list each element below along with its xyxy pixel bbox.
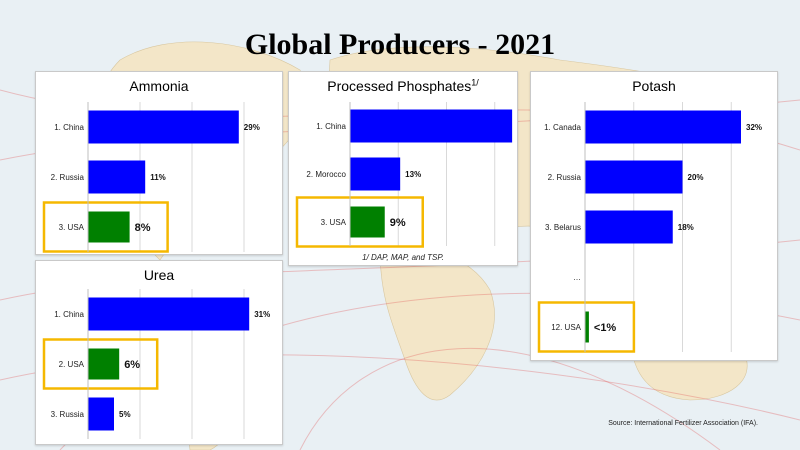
ammonia-bar-chart: 1. China 29% 2. Russia 11% 3. USA 8%	[42, 102, 260, 253]
category-label: 2. Russia	[51, 173, 85, 182]
processed-phosphates-panel: Processed Phosphates1/ 1. China42%2. Mor…	[288, 71, 518, 266]
category-label: 1. China	[54, 123, 84, 132]
bar	[350, 109, 513, 143]
bar	[88, 211, 130, 243]
category-label: 2. USA	[59, 360, 85, 369]
category-label: 3. USA	[321, 218, 347, 227]
category-label: 3. Belarus	[545, 223, 581, 232]
data-label: 32%	[746, 123, 762, 132]
data-label: 13%	[405, 170, 421, 179]
data-label: 5%	[119, 410, 131, 419]
data-label: <1%	[594, 322, 617, 334]
bar	[88, 160, 146, 194]
bar	[88, 110, 239, 144]
bar	[585, 160, 683, 194]
bar	[88, 297, 250, 331]
bar	[350, 157, 401, 191]
highlight-box	[537, 301, 636, 353]
bar	[350, 206, 385, 238]
urea-panel: Urea 1. China 31% 2. USA 6% 3. Russia 5%	[35, 260, 283, 445]
category-label: 12. USA	[551, 323, 581, 332]
category-label: 1. China	[54, 310, 84, 319]
category-label: 3. USA	[59, 223, 85, 232]
bar	[585, 110, 741, 144]
highlight-box	[295, 196, 424, 248]
bar	[88, 348, 120, 380]
highlight-box	[42, 201, 169, 253]
footnote: 1/ DAP, MAP, and TSP.	[362, 253, 444, 262]
source-note: Source: International Fertilizer Associa…	[608, 420, 758, 427]
potash-panel: Potash 1. Canada 32% 2. Russia 20% 3. Belaru…	[530, 71, 778, 361]
chart-title: Processed Phosphates1/	[327, 77, 479, 94]
potash-bar-chart: 1. Canada 32% 2. Russia 20% 3. Belarus 18% … 12…	[537, 102, 762, 353]
slide-title: Global Producers - 2021	[244, 28, 556, 61]
category-label: 2. Russia	[548, 173, 582, 182]
data-label: 20%	[688, 173, 704, 182]
data-label: 29%	[244, 123, 260, 132]
bar	[88, 397, 114, 431]
bar	[585, 210, 673, 244]
chart-title: Potash	[632, 78, 676, 94]
data-label: 8%	[135, 222, 151, 234]
urea-bar-chart: 1. China 31% 2. USA 6% 3. Russia 5%	[42, 289, 270, 439]
category-label: 1. Canada	[544, 123, 581, 132]
ammonia-panel: Ammonia 1. China 29% 2. Russia 11% 3. USA 8%	[35, 71, 283, 255]
data-label: 31%	[254, 310, 270, 319]
category-label: …	[573, 273, 581, 282]
data-label: 11%	[150, 173, 166, 182]
category-label: 1. China	[316, 122, 346, 131]
category-label: 3. Russia	[51, 410, 85, 419]
category-label: 2. Morocco	[306, 170, 346, 179]
chart-title: Urea	[143, 267, 175, 283]
data-label: 9%	[390, 217, 406, 229]
bar	[585, 311, 589, 343]
data-label: 18%	[678, 223, 694, 232]
data-label: 6%	[124, 359, 140, 371]
chart-title: Ammonia	[129, 78, 189, 94]
highlight-box	[42, 338, 159, 390]
